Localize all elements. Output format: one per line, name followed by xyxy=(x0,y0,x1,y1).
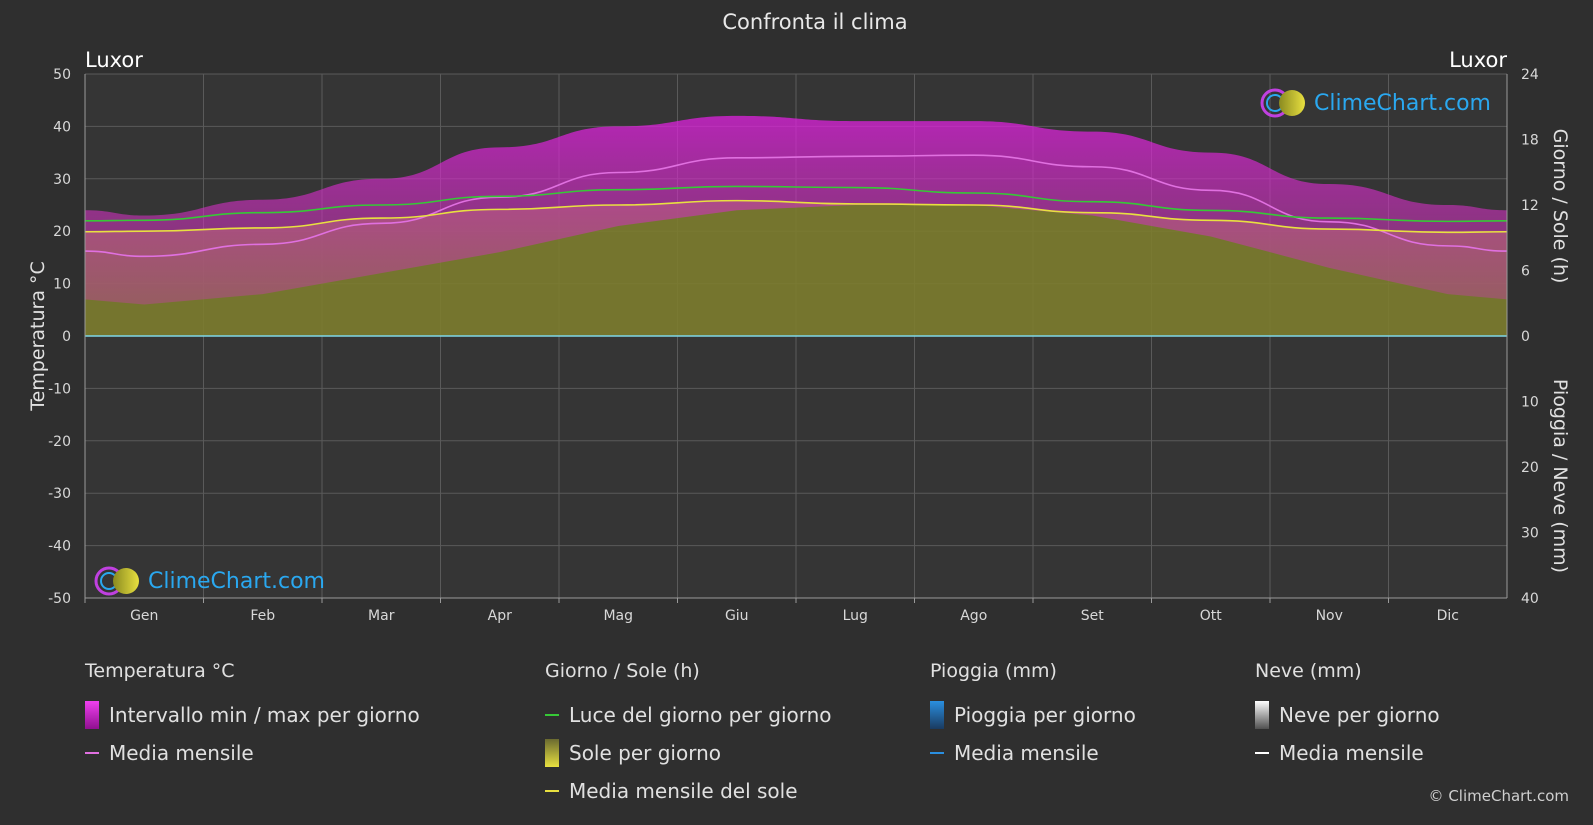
legend-label: Media mensile xyxy=(1279,741,1424,765)
legend-label: Neve per giorno xyxy=(1279,703,1440,727)
tick-label-x: Set xyxy=(1081,608,1105,624)
legend-item: Media mensile del sole xyxy=(545,772,832,810)
tick-label-x: Ott xyxy=(1200,608,1223,624)
legend-swatch xyxy=(930,752,944,754)
location-right: Luxor xyxy=(1449,48,1507,72)
logo-icon xyxy=(94,566,139,596)
tick-label-x: Dic xyxy=(1437,608,1459,624)
tick-label-x: Nov xyxy=(1316,608,1343,624)
daylight-line xyxy=(84,185,1508,223)
legend-item: Media mensile xyxy=(930,734,1136,772)
legend-swatch xyxy=(545,790,559,792)
legend-rain: Pioggia (mm) Pioggia per giorno Media me… xyxy=(930,660,1136,772)
legend-item: Pioggia per giorno xyxy=(930,696,1136,734)
legend-heading: Temperatura °C xyxy=(85,660,235,682)
tick-label-left: 50 xyxy=(53,67,71,83)
legend-label: Intervallo min / max per giorno xyxy=(109,703,420,727)
legend-heading: Pioggia (mm) xyxy=(930,660,1057,682)
legend-heading: Neve (mm) xyxy=(1255,660,1362,682)
logo-icon xyxy=(1260,88,1305,118)
tick-label-right-bottom: 10 xyxy=(1521,395,1539,411)
tick-label-right-top: 0 xyxy=(1521,329,1530,345)
y-axis-left-label: Temperatura °C xyxy=(27,261,49,412)
legend-swatch xyxy=(545,714,559,716)
legend-label: Pioggia per giorno xyxy=(954,703,1136,727)
tick-label-left: -40 xyxy=(48,539,71,555)
tick-label-x: Gen xyxy=(130,608,158,624)
logo-bottom: ClimeChart.com xyxy=(94,565,325,597)
tick-label-left: -50 xyxy=(48,591,71,607)
legend-item: Media mensile xyxy=(1255,734,1440,772)
sun-mean-line xyxy=(84,199,1508,234)
tick-label-left: -10 xyxy=(48,381,71,397)
tick-label-right-top: 18 xyxy=(1521,133,1539,149)
tick-label-left: -20 xyxy=(48,434,71,450)
tick-label-right-bottom: 30 xyxy=(1521,526,1539,542)
logo-top: ClimeChart.com xyxy=(1260,87,1491,119)
y-axis-right-bottom-label: Pioggia / Neve (mm) xyxy=(1549,379,1571,573)
tick-label-x: Ago xyxy=(960,608,987,624)
logo-text: ClimeChart.com xyxy=(148,568,325,594)
tick-label-left: 30 xyxy=(53,172,71,188)
tick-label-right-bottom: 20 xyxy=(1521,460,1539,476)
legend-swatch xyxy=(1255,752,1269,754)
legend-swatch xyxy=(1255,701,1269,729)
tick-label-left: -30 xyxy=(48,486,71,502)
tick-label-right-bottom: 40 xyxy=(1521,591,1539,607)
tick-label-x: Giu xyxy=(725,608,749,624)
tick-label-left: 10 xyxy=(53,277,71,293)
legend-item: Neve per giorno xyxy=(1255,696,1440,734)
location-left: Luxor xyxy=(85,48,143,72)
climate-chart: Confronta il clima Luxor Luxor Temperatu… xyxy=(27,10,1571,624)
tick-label-x: Lug xyxy=(843,608,868,624)
tick-label-x: Apr xyxy=(488,608,512,624)
legend-item: Media mensile xyxy=(85,734,420,772)
y-axis-right-top-label: Giorno / Sole (h) xyxy=(1549,129,1571,284)
tick-label-left: 40 xyxy=(53,119,71,135)
logo-text: ClimeChart.com xyxy=(1314,90,1491,116)
tick-label-x: Mag xyxy=(603,608,633,624)
tick-label-left: 0 xyxy=(62,329,71,345)
temp-range-area xyxy=(85,115,1507,305)
legend-label: Media mensile del sole xyxy=(569,779,798,803)
tick-label-x: Mar xyxy=(368,608,395,624)
legend-item: Sole per giorno xyxy=(545,734,832,772)
tick-label-x: Feb xyxy=(250,608,275,624)
tick-label-right-top: 12 xyxy=(1521,198,1539,214)
legend-swatch xyxy=(930,701,944,729)
legend-snow: Neve (mm) Neve per giorno Media mensile xyxy=(1255,660,1440,772)
chart-title: Confronta il clima xyxy=(722,10,907,34)
legend-label: Media mensile xyxy=(109,741,254,765)
legend-label: Media mensile xyxy=(954,741,1099,765)
legend-label: Sole per giorno xyxy=(569,741,722,765)
tick-label-left: 20 xyxy=(53,224,71,240)
legend-item: Luce del giorno per giorno xyxy=(545,696,832,734)
legend: Temperatura °C Intervallo min / max per … xyxy=(0,660,1593,825)
legend-sun: Giorno / Sole (h) Luce del giorno per gi… xyxy=(545,660,832,810)
legend-label: Luce del giorno per giorno xyxy=(569,703,832,727)
tick-label-right-top: 6 xyxy=(1521,264,1530,280)
legend-heading: Giorno / Sole (h) xyxy=(545,660,700,682)
tick-label-right-top: 24 xyxy=(1521,67,1539,83)
legend-item: Intervallo min / max per giorno xyxy=(85,696,420,734)
copyright: © ClimeChart.com xyxy=(1428,787,1569,805)
legend-swatch xyxy=(545,739,559,767)
legend-temperature: Temperatura °C Intervallo min / max per … xyxy=(85,660,420,772)
legend-swatch xyxy=(85,752,99,754)
legend-swatch xyxy=(85,701,99,729)
